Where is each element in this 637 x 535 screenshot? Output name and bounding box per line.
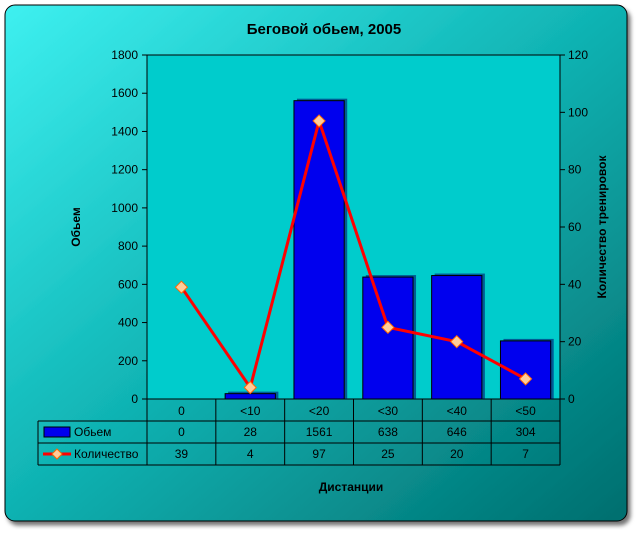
left-tick-label: 0 (131, 392, 138, 406)
right-tick-label: 100 (568, 105, 588, 119)
legend-name: Обьем (74, 425, 111, 439)
line-marker (174, 280, 189, 294)
line-marker (450, 334, 464, 349)
table-value: 28 (244, 425, 258, 439)
left-tick-label: 1400 (111, 124, 138, 138)
line-path (180, 115, 527, 392)
line-series (174, 114, 533, 395)
bar (293, 100, 345, 400)
category-label: <30 (378, 404, 399, 418)
chart-title: Беговой обьем, 2005 (247, 21, 402, 38)
category-label: 0 (178, 404, 185, 418)
table-value: 304 (516, 425, 536, 439)
right-tick-label: 60 (568, 220, 582, 234)
left-tick-label: 1000 (111, 201, 138, 215)
legend-key-marker (51, 448, 63, 460)
category-label: <40 (447, 404, 468, 418)
left-tick-label: 200 (118, 354, 138, 368)
table-value: 4 (247, 447, 254, 461)
left-tick-label: 1200 (111, 163, 138, 177)
table-value: 20 (450, 447, 464, 461)
y-axis-label: Обьем (69, 207, 83, 247)
table-value: 638 (378, 425, 398, 439)
x-axis-label: Дистанции (319, 480, 384, 494)
left-tick-label: 400 (118, 316, 138, 330)
bar (362, 276, 414, 400)
y2-axis-label: Количество тренировок (595, 155, 609, 299)
table-value: 39 (175, 447, 189, 461)
category-label: <20 (309, 404, 330, 418)
table-value: 1561 (306, 425, 333, 439)
right-tick-label: 40 (568, 277, 582, 291)
right-axis: 0 20 40 60 80 100 120 (560, 48, 588, 406)
right-tick-label: 0 (568, 392, 575, 406)
line-marker (518, 372, 533, 386)
table-value: 25 (381, 447, 395, 461)
line-marker (243, 380, 257, 395)
table-value: 97 (312, 447, 326, 461)
left-tick-label: 600 (118, 277, 138, 291)
right-tick-label: 20 (568, 335, 582, 349)
right-tick-label: 80 (568, 163, 582, 177)
left-tick-label: 800 (118, 239, 138, 253)
table-value: 0 (178, 425, 185, 439)
line-marker (381, 320, 395, 335)
left-tick-label: 1600 (111, 86, 138, 100)
category-label: <50 (515, 404, 536, 418)
legend-name: Количество (74, 447, 139, 461)
left-axis: 0 200 400 600 800 1000 1200 1400 1600 1800 (111, 48, 147, 406)
bar (224, 393, 276, 400)
right-tick-label: 120 (568, 48, 588, 62)
category-label: <10 (240, 404, 261, 418)
line-marker (312, 114, 326, 128)
table-value: 7 (522, 447, 529, 461)
left-tick-label: 1800 (111, 48, 138, 62)
data-table: 0 <10 <20 <30 <40 <50 Обьем 0 28 1561 638 646 304 Кол… (37, 399, 561, 466)
table-value: 646 (447, 425, 467, 439)
legend-key-bar (43, 426, 71, 438)
